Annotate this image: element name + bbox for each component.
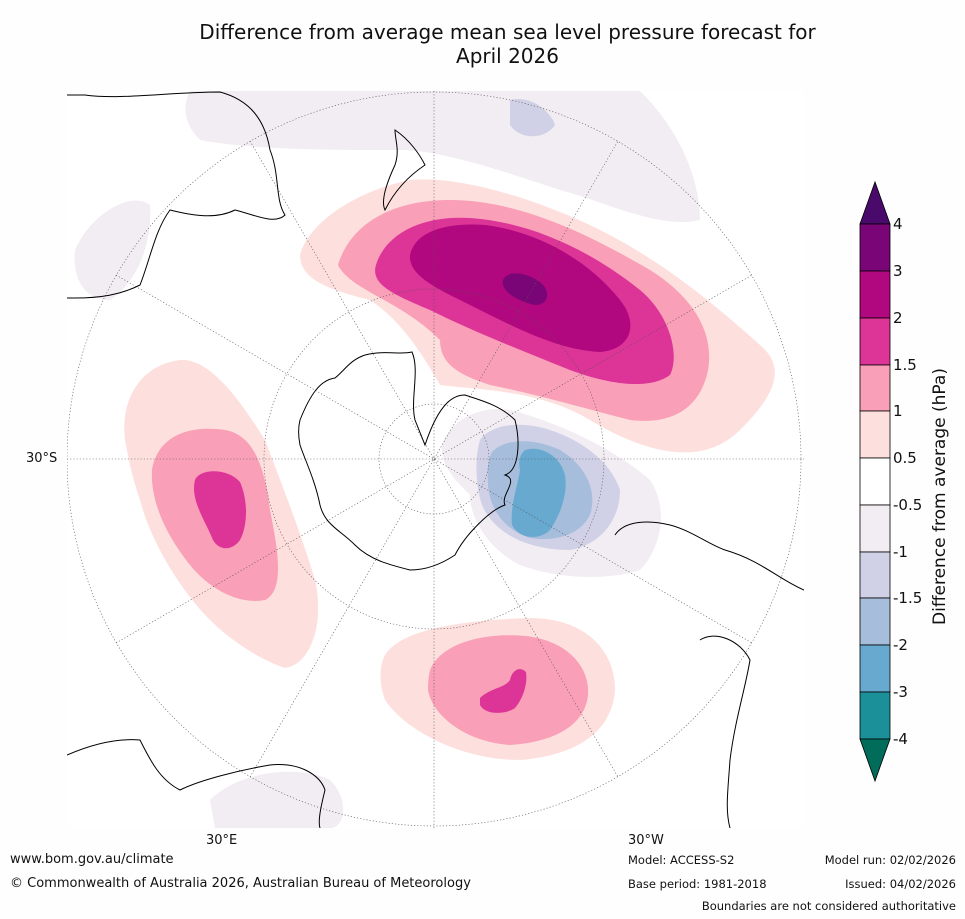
colorbar-label-minus3: -3 [893, 683, 908, 701]
coastline-africa [67, 739, 326, 828]
coastline-australia [67, 91, 286, 299]
colorbar-segment-above-4 [859, 180, 891, 225]
anomaly-contour-lavender-nw [185, 91, 701, 223]
footer-model-run: Model run: 02/02/2026 [824, 853, 956, 867]
chart-title: Difference from average mean sea level p… [0, 20, 965, 68]
anomaly-contour-1.5-atlantic [480, 669, 527, 713]
colorbar-segment-minus0.5-to-minus1 [859, 504, 891, 553]
coastline-antarctica [298, 351, 519, 571]
lon-label-30w: 30°W [628, 833, 664, 848]
colorbar [859, 180, 891, 783]
colorbar-segment-minus3-to-minus4 [859, 691, 891, 740]
colorbar-segment-minus1-to-minus1.5 [859, 551, 891, 599]
colorbar-label-1: 1 [893, 402, 903, 420]
footer-base-period: Base period: 1981-2018 [628, 877, 767, 891]
colorbar-label-minus1: -1 [893, 543, 908, 561]
anomaly-contour-minus2-peninsula [511, 448, 566, 537]
chart-title-line1: Difference from average mean sea level p… [199, 20, 816, 44]
footer-issued: Issued: 04/02/2026 [845, 877, 956, 891]
coastline-new-zealand [382, 129, 426, 212]
colorbar-segment-below-minus4 [859, 738, 891, 783]
colorbar-label-1.5: 1.5 [893, 356, 917, 374]
colorbar-label-minus2: -2 [893, 636, 908, 654]
colorbar-segment-1.5-to-2 [859, 317, 891, 366]
anomaly-contour-lavender-sw [210, 771, 344, 828]
colorbar-segment-minus2-to-minus3 [859, 644, 891, 693]
footer-model: Model: ACCESS-S2 [628, 853, 735, 867]
anomaly-contour-1.5-indian [194, 471, 246, 549]
colorbar-segment-minus1.5-to-minus2 [859, 597, 891, 646]
colorbar-label-minus1.5: -1.5 [893, 589, 923, 607]
colorbar-segment-1-to-1.5 [859, 364, 891, 412]
footer-url[interactable]: www.bom.gov.au/climate [10, 852, 174, 867]
colorbar-label-minus4: -4 [893, 730, 908, 748]
coastline-south-america [614, 521, 804, 828]
lat-label-30s: 30°S [26, 451, 58, 466]
footer-disclaimer: Boundaries are not considered authoritat… [701, 899, 956, 913]
colorbar-label-2: 2 [893, 309, 903, 327]
colorbar-segment-0.5-to-1 [859, 410, 891, 459]
colorbar-segment-neutral [859, 457, 891, 506]
colorbar-label-3: 3 [893, 262, 903, 280]
anomaly-contour-lavender-top [510, 99, 555, 137]
footer-copyright: © Commonwealth of Australia 2026, Austra… [10, 876, 471, 891]
colorbar-title: Difference from average (hPa) [930, 368, 950, 625]
colorbar-label-minus0.5: -0.5 [893, 496, 923, 514]
colorbar-segment-3-to-4 [859, 223, 891, 272]
lon-label-30e: 30°E [206, 833, 238, 848]
anomaly-contour-lavender-w [74, 200, 151, 300]
graticule [67, 91, 804, 828]
coastlines [67, 91, 804, 828]
colorbar-label-0.5: 0.5 [893, 449, 917, 467]
colorbar-label-4: 4 [893, 215, 903, 233]
chart-title-line2: April 2026 [456, 44, 559, 68]
anomaly-contour-3-tasman [502, 273, 548, 305]
colorbar-segment-2-to-3 [859, 270, 891, 319]
